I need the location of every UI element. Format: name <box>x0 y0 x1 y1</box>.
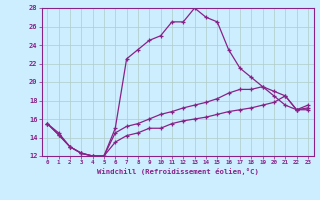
X-axis label: Windchill (Refroidissement éolien,°C): Windchill (Refroidissement éolien,°C) <box>97 168 259 175</box>
